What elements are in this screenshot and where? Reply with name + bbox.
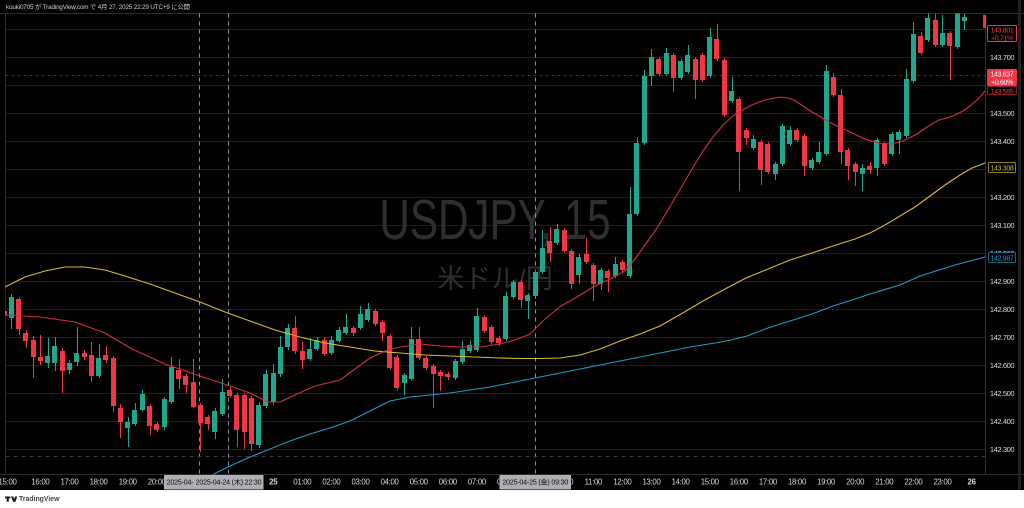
svg-text:19:00: 19:00 xyxy=(817,478,836,487)
svg-text:04:00: 04:00 xyxy=(381,478,400,487)
svg-text:143.308: 143.308 xyxy=(991,166,1014,173)
svg-text:142.900: 142.900 xyxy=(990,277,1015,286)
svg-text:13:00: 13:00 xyxy=(642,478,661,487)
svg-text:01:00: 01:00 xyxy=(293,478,312,487)
svg-text:143.801: 143.801 xyxy=(991,28,1014,35)
svg-text:20:00: 20:00 xyxy=(846,478,865,487)
svg-text:11:00: 11:00 xyxy=(585,478,603,487)
svg-text:12:00: 12:00 xyxy=(613,478,632,487)
svg-text:18:00: 18:00 xyxy=(788,478,807,487)
svg-text:143.400: 143.400 xyxy=(990,137,1015,146)
svg-text:142.800: 142.800 xyxy=(990,305,1015,314)
svg-text:143.500: 143.500 xyxy=(990,109,1015,118)
svg-text:143.637: 143.637 xyxy=(991,72,1014,79)
svg-text:22:00: 22:00 xyxy=(904,478,923,487)
svg-text:15:00: 15:00 xyxy=(0,478,17,487)
svg-text:143.100: 143.100 xyxy=(990,221,1015,230)
svg-text:21:00: 21:00 xyxy=(875,478,894,487)
svg-text:06:00: 06:00 xyxy=(439,478,458,487)
svg-text:03:00: 03:00 xyxy=(351,478,370,487)
svg-text:2025-04-24 (木) 22:30: 2025-04-24 (木) 22:30 xyxy=(196,478,262,487)
svg-text:02:00: 02:00 xyxy=(322,478,341,487)
svg-text:143.585: 143.585 xyxy=(991,89,1014,96)
svg-text:142.600: 142.600 xyxy=(990,361,1015,370)
svg-text:18:00: 18:00 xyxy=(90,478,109,487)
svg-text:19:00: 19:00 xyxy=(119,478,138,487)
svg-text:+0.60%: +0.60% xyxy=(991,80,1013,87)
svg-text:142.400: 142.400 xyxy=(990,417,1015,426)
svg-text:142.500: 142.500 xyxy=(990,389,1015,398)
svg-text:143.200: 143.200 xyxy=(990,193,1015,202)
svg-text:26: 26 xyxy=(968,478,977,487)
svg-text:142.300: 142.300 xyxy=(990,445,1015,454)
svg-text:USDJPY, 15: USDJPY, 15 xyxy=(379,188,610,252)
svg-text:20:00: 20:00 xyxy=(148,478,167,487)
svg-text:16:00: 16:00 xyxy=(31,478,50,487)
svg-text:17:00: 17:00 xyxy=(60,478,79,487)
svg-text:16:00: 16:00 xyxy=(730,478,749,487)
svg-text:14:00: 14:00 xyxy=(672,478,691,487)
svg-text:+0.71%: +0.71% xyxy=(991,36,1013,43)
svg-text:23:00: 23:00 xyxy=(933,478,952,487)
svg-text:142.700: 142.700 xyxy=(990,333,1015,342)
svg-text:25: 25 xyxy=(269,478,278,487)
svg-text:143.700: 143.700 xyxy=(990,53,1015,62)
svg-text:07:00: 07:00 xyxy=(468,478,487,487)
svg-text:17:00: 17:00 xyxy=(759,478,778,487)
svg-text:15:00: 15:00 xyxy=(701,478,720,487)
svg-text:05:00: 05:00 xyxy=(410,478,429,487)
svg-text:2025-04-25 (金) 09:30: 2025-04-25 (金) 09:30 xyxy=(502,478,568,487)
svg-text:142.987: 142.987 xyxy=(991,256,1014,263)
